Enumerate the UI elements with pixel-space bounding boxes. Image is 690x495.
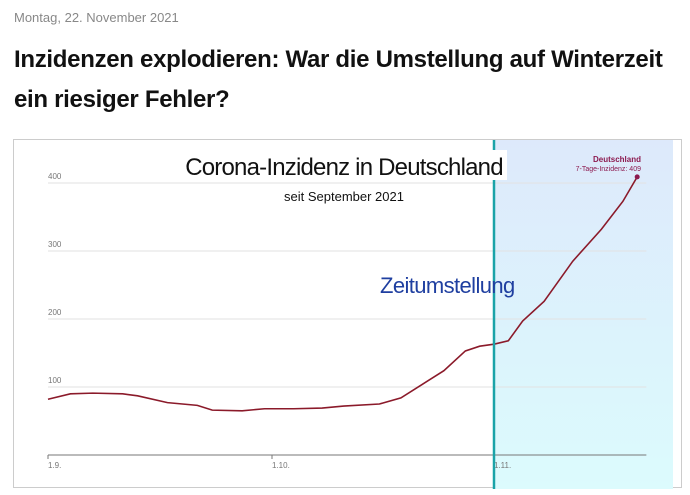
x-tick-label: 1.11. bbox=[494, 461, 511, 470]
title-backdrop bbox=[182, 150, 507, 180]
y-tick-label-200: 200 bbox=[48, 308, 62, 317]
x-tick-label: 1.10. bbox=[272, 461, 290, 470]
y-tick-label-300: 300 bbox=[48, 240, 62, 249]
chart-subtitle: seit September 2021 bbox=[284, 189, 404, 204]
series-line-deutschland bbox=[47, 176, 638, 412]
end-label-title: Deutschland bbox=[593, 155, 641, 164]
end-label-value: 7-Tage-Inzidenz: 409 bbox=[576, 166, 641, 173]
chart-title: Corona-Inzidenz in Deutschland bbox=[185, 154, 503, 181]
y-tick-label-400: 400 bbox=[48, 172, 62, 181]
post-event-highlight bbox=[494, 140, 673, 489]
chart-svg: 100 200 300 400 1.9. 1.10. 1.11. Corona-Inzid… bbox=[47, 140, 673, 489]
y-tick-label-100: 100 bbox=[48, 376, 62, 385]
article-headline[interactable]: Inzidenzen explodieren: War die Umstellu… bbox=[14, 46, 663, 113]
end-point-marker bbox=[634, 174, 640, 180]
x-tick-label: 1.9. bbox=[48, 461, 61, 470]
event-label: Zeitumstellung bbox=[380, 273, 515, 298]
article-date: Montag, 22. November 2021 bbox=[14, 10, 179, 25]
incidence-chart: 100 200 300 400 1.9. 1.10. 1.11. Corona-Inzid… bbox=[13, 139, 682, 489]
